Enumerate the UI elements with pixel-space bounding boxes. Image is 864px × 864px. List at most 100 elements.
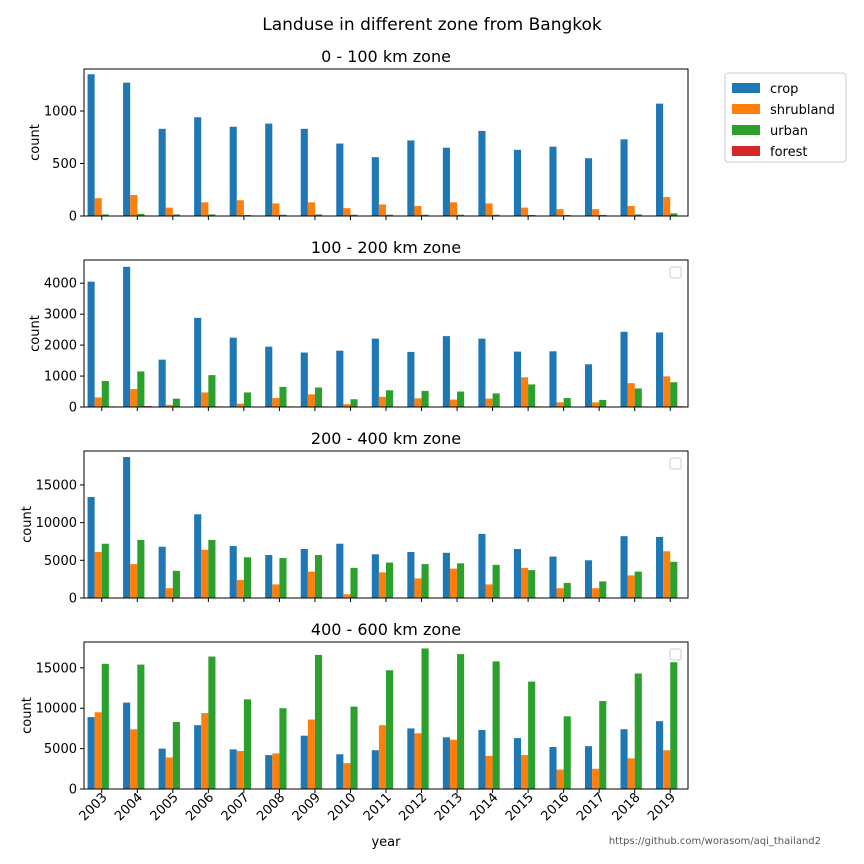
bar-crop-2011 (371, 750, 379, 789)
bar-crop-2005 (158, 748, 166, 789)
bar-shrubland-2018 (627, 575, 635, 598)
bar-urban-2003 (101, 214, 109, 216)
empty-legend-box (669, 457, 682, 470)
legend-label-shrubland: shrubland (770, 103, 835, 118)
bar-crop-2019 (656, 536, 664, 598)
bar-crop-2006 (194, 317, 202, 407)
bar-shrubland-2008 (272, 753, 280, 789)
bar-shrubland-2009 (307, 571, 315, 598)
bar-urban-2009 (314, 555, 323, 598)
bar-crop-2013 (442, 552, 450, 598)
bar-shrubland-2017 (592, 209, 600, 216)
bar-crop-2010 (336, 350, 344, 407)
bar-urban-2012 (421, 564, 429, 598)
bar-urban-2006 (208, 375, 216, 407)
bar-urban-2004 (137, 371, 145, 407)
x-tick-label: 2014 (467, 790, 501, 824)
bar-crop-2013 (442, 737, 450, 789)
bar-shrubland-2008 (272, 398, 280, 407)
bar-urban-2011 (386, 390, 394, 407)
bar-shrubland-2017 (592, 588, 600, 598)
bar-shrubland-2009 (307, 719, 315, 789)
bar-urban-2006 (208, 539, 216, 598)
bar-shrubland-2004 (130, 195, 138, 216)
bar-crop-2016 (549, 351, 557, 407)
bar-crop-2013 (442, 336, 450, 407)
bar-shrubland-2004 (130, 729, 138, 789)
y-tick-label: 3000 (44, 308, 77, 323)
bar-crop-2012 (407, 140, 415, 216)
bar-shrubland-2016 (556, 209, 564, 216)
bar-urban-2015 (528, 570, 536, 598)
bar-crop-2015 (513, 351, 522, 407)
bar-crop-2008 (265, 346, 273, 407)
bar-urban-2012 (421, 648, 429, 789)
bar-shrubland-2011 (378, 204, 386, 216)
bar-crop-2011 (371, 554, 379, 598)
bar-crop-2017 (584, 364, 593, 407)
bar-urban-2008 (279, 558, 287, 598)
x-tick-label: 2015 (503, 790, 537, 824)
bar-shrubland-2017 (592, 768, 600, 789)
bar-urban-2018 (634, 214, 642, 216)
x-tick-label: 2007 (219, 790, 253, 824)
bar-crop-2019 (656, 103, 664, 216)
bar-crop-2015 (513, 549, 522, 598)
bar-urban-2005 (172, 398, 180, 407)
x-tick-label: 2009 (290, 790, 324, 824)
bar-urban-2011 (386, 670, 394, 789)
panel-title: 0 - 100 km zone (321, 47, 451, 66)
bar-shrubland-2015 (521, 755, 529, 789)
bar-crop-2014 (478, 338, 486, 407)
y-tick-label: 15000 (36, 661, 77, 676)
bar-shrubland-2016 (556, 588, 564, 598)
bar-urban-2010 (350, 214, 358, 216)
bar-shrubland-2003 (94, 712, 102, 789)
legend-swatch-shrubland (732, 104, 760, 114)
bar-shrubland-2012 (414, 206, 422, 216)
y-axis-label: count (28, 124, 43, 161)
bar-crop-2011 (371, 338, 379, 407)
bar-shrubland-2010 (343, 208, 351, 217)
bar-crop-2017 (584, 746, 593, 789)
bar-crop-2009 (300, 735, 308, 789)
bar-crop-2006 (194, 514, 202, 598)
y-tick-label: 0 (69, 210, 77, 225)
bar-crop-2006 (194, 725, 202, 789)
bar-urban-2008 (279, 214, 287, 216)
y-tick-label: 500 (52, 157, 77, 172)
bar-crop-2005 (158, 546, 166, 598)
bar-urban-2015 (528, 214, 536, 216)
bar-urban-2004 (137, 213, 145, 216)
bar-urban-2007 (243, 557, 251, 598)
bar-crop-2009 (300, 549, 308, 598)
bar-urban-2005 (172, 214, 180, 216)
axes-frame (83, 259, 689, 408)
bar-crop-2004 (123, 702, 131, 789)
bar-urban-2010 (350, 567, 358, 598)
bar-shrubland-2013 (449, 202, 458, 216)
bar-crop-2018 (620, 729, 628, 789)
bar-urban-2013 (457, 391, 465, 407)
bar-urban-2018 (634, 571, 642, 598)
y-tick-label: 10000 (36, 516, 77, 531)
bar-crop-2007 (229, 545, 237, 598)
x-tick-label: 2005 (148, 790, 182, 824)
bar-crop-2013 (442, 147, 450, 216)
y-axis-label: count (28, 315, 43, 352)
bar-urban-2013 (457, 214, 465, 216)
bar-shrubland-2004 (130, 564, 138, 598)
bar-crop-2007 (229, 337, 237, 407)
panel-title: 100 - 200 km zone (311, 238, 461, 257)
axes-frame (83, 68, 689, 217)
empty-legend-box (669, 648, 682, 661)
bar-urban-2006 (208, 656, 216, 789)
y-tick-label: 1000 (44, 105, 77, 120)
bar-shrubland-2010 (343, 763, 351, 789)
legend-box (724, 72, 847, 163)
bar-crop-2014 (478, 533, 486, 598)
bar-shrubland-2008 (272, 203, 280, 216)
bar-crop-2010 (336, 143, 344, 216)
bar-crop-2007 (229, 749, 237, 789)
